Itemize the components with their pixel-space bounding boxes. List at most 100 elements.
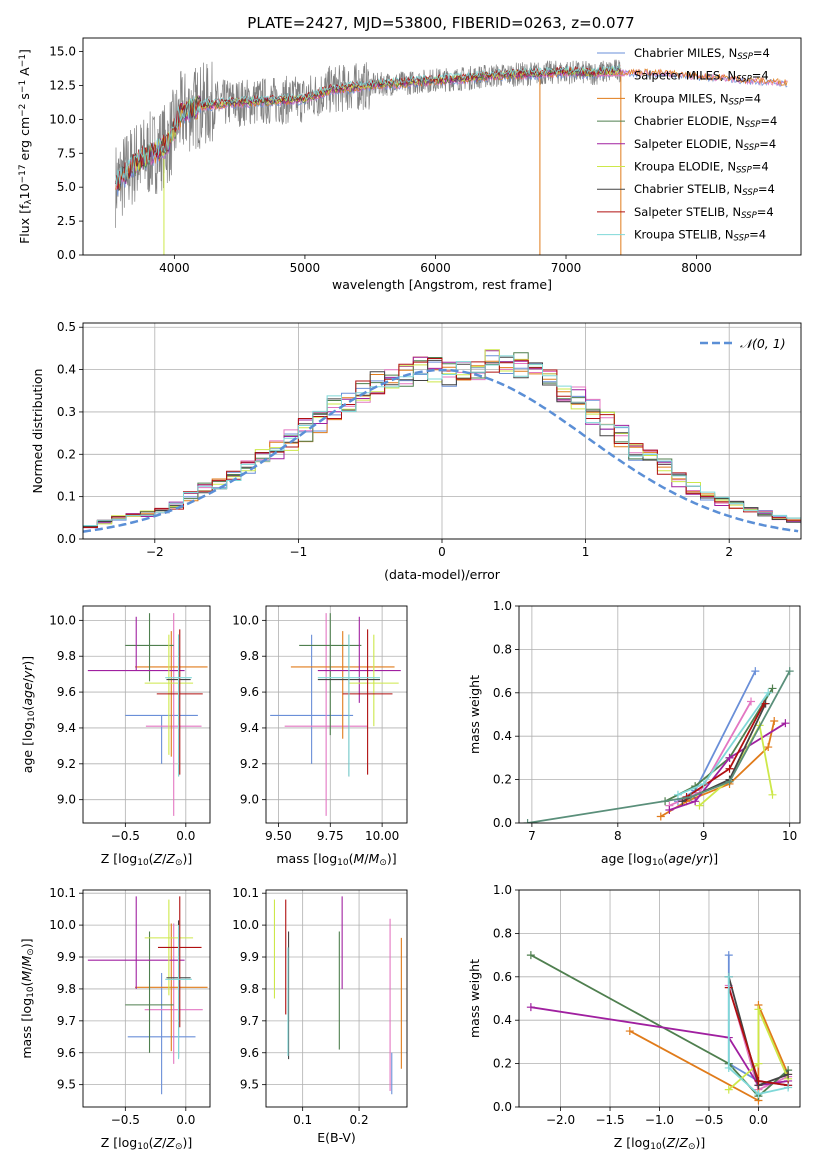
label-part: 10 — [137, 1142, 149, 1152]
label-part: −17 — [18, 164, 28, 183]
label-part: ( — [19, 982, 34, 987]
legend-entry-text: Chabrier STELIB, N — [634, 182, 742, 196]
residuals-frame — [82, 322, 802, 540]
legend-entry-tail: =4 — [752, 160, 769, 174]
massweight_vs_age-point-marker — [768, 790, 777, 799]
massweight_vs_Z-point-marker — [784, 1070, 793, 1079]
spectrum-legend: Chabrier MILES, NSSP=4 Salpeter MILES, NS… — [597, 46, 777, 244]
age_vs_Z-axes: −0.5 0.0 9.0 9.2 9.4 9.6 9.8 10.0 — [49, 606, 210, 843]
label-part: age — [668, 851, 692, 866]
legend-entry: Salpeter STELIB, NSSP=4 — [634, 205, 774, 221]
legend-entry-sub: SSP — [744, 143, 760, 153]
label-part: M — [369, 851, 380, 866]
label-part: )] — [20, 656, 35, 666]
label-part: age — [20, 682, 35, 706]
massweight_vs_age-point-marker — [785, 667, 794, 676]
residuals-ytick-label: 0.0 — [57, 532, 76, 546]
legend-entry-tail: =4 — [752, 69, 769, 83]
age_vs_mass-ytick-label: 9.0 — [240, 793, 259, 807]
massweight_vs_Z-series-line — [728, 1009, 789, 1091]
age_vs_mass-xtick-label: 10.00 — [365, 829, 399, 843]
legend-entry-tail: =4 — [749, 228, 766, 242]
mass_vs_EBV-axes: 0.1 0.2 9.5 9.6 9.7 9.8 9.9 10.0 10.1 — [232, 886, 407, 1127]
spectrum-model-line — [115, 65, 621, 190]
legend-entry-tail: =4 — [759, 137, 776, 151]
massweight_vs_Z-ylabel: mass weight — [467, 959, 482, 1038]
spectrum-xlabel: wavelength [Angstrom, rest frame] — [332, 277, 552, 292]
legend-entry-text: Salpeter ELODIE, N — [634, 137, 744, 151]
massweight_vs_age-point-marker — [747, 697, 756, 706]
spectrum-xtick-label: 8000 — [681, 261, 712, 275]
age_vs_mass-ytick-label: 9.8 — [240, 649, 259, 663]
mass_vs_EBV-frame — [265, 889, 408, 1108]
residuals-axes: −2 −1 0 1 2 0.0 0.1 0.2 0.3 0.4 0.5 — [57, 320, 801, 559]
label-part: λ — [24, 199, 34, 205]
label-part: Z — [165, 1135, 175, 1150]
age_vs_mass-xlabel: mass [log10(M/M⊙)] — [276, 851, 396, 868]
label-part: Z — [666, 1135, 676, 1150]
age_vs_mass-ytick-label: 10.0 — [232, 613, 259, 627]
mass_vs_Z-ytick-label: 9.5 — [57, 1078, 76, 1092]
label-part: age [log — [20, 722, 35, 773]
spectrum-axes: 4000 5000 6000 7000 8000 0.0 2.5 5.0 7.5 10.0 12.5… — [49, 45, 712, 275]
label-part: / — [19, 966, 34, 971]
label-part: M — [19, 955, 34, 966]
label-part: / — [162, 1135, 167, 1150]
massweight_vs_Z-ytick-label: 0.6 — [493, 970, 512, 984]
legend-entry: Chabrier STELIB, NSSP=4 — [634, 182, 775, 198]
massweight_vs_Z-series-line — [727, 976, 789, 1095]
massweight_vs_age-point-marker — [523, 819, 532, 823]
label-part: ⊙ — [688, 1142, 696, 1152]
legend-entry: Salpeter MILES, NSSP=4 — [634, 69, 769, 85]
label-part: 10 — [652, 858, 664, 868]
residuals-xtick-label: 1 — [582, 545, 590, 559]
massweight_vs_Z-point-marker — [784, 1083, 793, 1092]
residuals-ytick-label: 0.3 — [57, 405, 76, 419]
age_vs_Z-frame — [82, 605, 211, 824]
age_vs_mass-ytick-label: 9.6 — [240, 685, 259, 699]
label-part: mass [log — [19, 998, 34, 1059]
mass_vs_Z-ytick-label: 10.1 — [49, 886, 76, 900]
label-part: Z [log — [101, 851, 137, 866]
residuals-ytick-label: 0.5 — [57, 320, 76, 334]
massweight_vs_age-point-marker — [770, 717, 779, 726]
label-part: )] — [695, 1135, 705, 1150]
label-part: Flux [f — [17, 204, 32, 244]
residuals-xtick-label: −2 — [146, 545, 164, 559]
label-part: / — [692, 851, 697, 866]
residuals-xlabel: (data-model)/error — [384, 567, 501, 582]
massweight_vs_Z-axes: −2.0 −1.5 −1.0 −0.5 0.0 0.0 0.2 0.4 0.6 0.8 1.0 — [493, 883, 800, 1127]
massweight_vs_Z-frame — [518, 889, 801, 1108]
mass_vs_EBV-ytick-label: 9.9 — [240, 950, 259, 964]
label-part: s — [17, 93, 32, 104]
massweight_vs_age-point-marker — [725, 777, 734, 786]
massweight_vs_age-ytick-label: 0.4 — [493, 729, 512, 743]
massweight_vs_age-ytick-label: 0.8 — [493, 642, 512, 656]
residuals-ylabel: Normed distribution — [30, 369, 45, 494]
mass_vs_Z-ytick-label: 9.8 — [57, 982, 76, 996]
legend-entry: Chabrier MILES, NSSP=4 — [634, 46, 770, 62]
age_vs_mass-ytick-label: 9.4 — [240, 721, 259, 735]
massweight_vs_Z-point-marker — [754, 1089, 763, 1098]
age_vs_mass-ytick-label: 9.2 — [240, 757, 259, 771]
massweight_vs_Z-xtick-label: 0.0 — [749, 1113, 768, 1127]
legend-entry-text: Salpeter STELIB, N — [634, 205, 741, 219]
spectrum-xtick-label: 5000 — [290, 261, 321, 275]
age_vs_Z-ylabel: age [log10(age/yr)] — [20, 656, 37, 773]
massweight_vs_age-series — [523, 667, 794, 823]
label-part: 10 — [26, 986, 36, 998]
label-part: 10 — [337, 858, 349, 868]
massweight_vs_age-xtick-label: 8 — [614, 829, 622, 843]
age_vs_mass-axes: 9.50 9.75 10.00 9.0 9.2 9.4 9.6 9.8 10.0 — [232, 606, 407, 843]
legend-entry-tail: =4 — [760, 114, 777, 128]
massweight_vs_Z-point-marker — [526, 951, 535, 960]
mass_vs_EBV-xlabel: E(B-V) — [317, 1130, 356, 1145]
mass_vs_Z-ytick-label: 9.7 — [57, 1014, 76, 1028]
mass_vs_EBV-ytick-label: 9.6 — [240, 1046, 259, 1060]
legend-entry: Kroupa ELODIE, NSSP=4 — [634, 160, 769, 176]
age_vs_Z-xlabel: Z [log10(Z/Z⊙)] — [101, 851, 193, 868]
massweight_vs_age-point-marker — [665, 805, 674, 814]
massweight_vs_age-axes: 7 8 9 10 0.0 0.2 0.4 0.6 0.8 1.0 — [493, 599, 800, 843]
massweight_vs_age-ytick-label: 0.0 — [493, 816, 512, 830]
legend-entry-sub: SSP — [745, 120, 761, 130]
